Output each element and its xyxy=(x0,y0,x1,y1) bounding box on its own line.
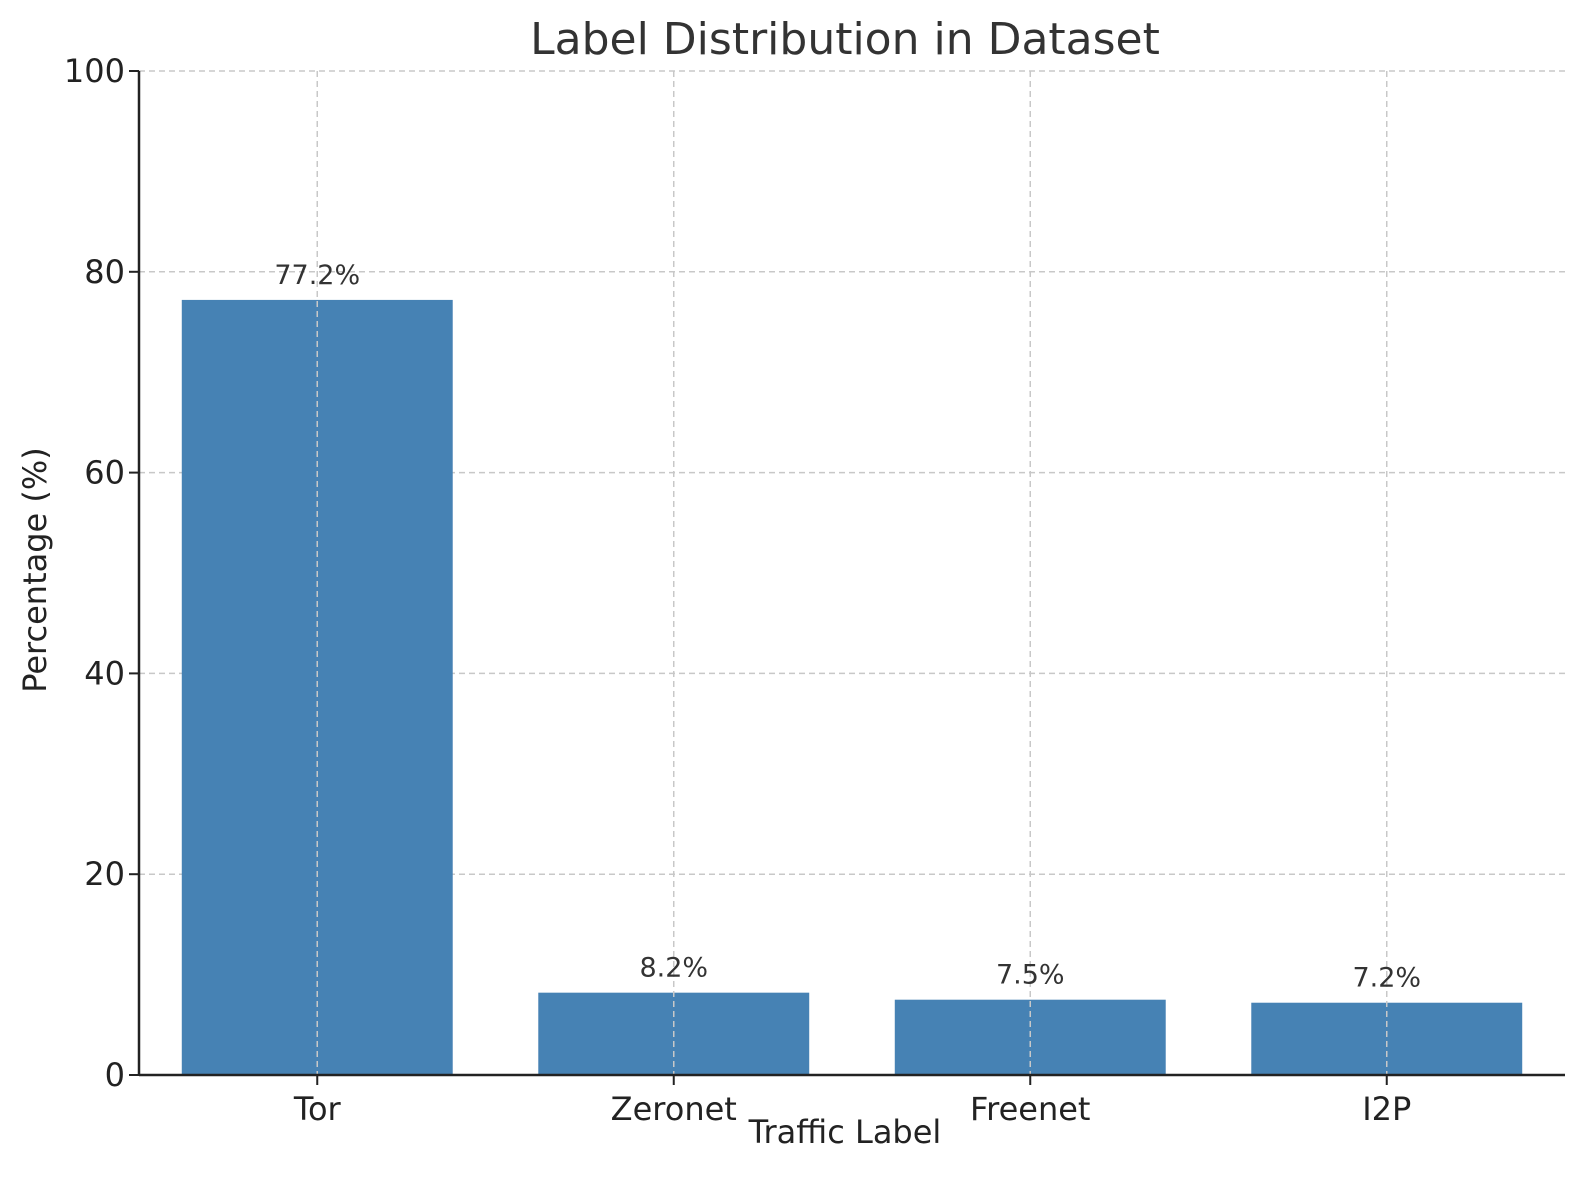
y-tick-label-1: 20 xyxy=(84,855,125,893)
x-tick-label-zeronet: Zeronet xyxy=(611,1090,737,1128)
x-axis-label: Traffic Label xyxy=(748,1113,942,1151)
data-label-zeronet: 8.2% xyxy=(639,953,708,984)
y-axis-label: Percentage (%) xyxy=(16,447,54,693)
y-tick-label-2: 40 xyxy=(84,654,125,692)
x-tick-label-freenet: Freenet xyxy=(970,1090,1090,1128)
axis-layer xyxy=(129,70,1565,1085)
label-layer: 0 20 40 60 80 100 Tor 77.2% Zeronet 8.2% Freenet 7.… xyxy=(64,52,1421,1128)
x-tick-label-i2p: I2P xyxy=(1362,1090,1411,1128)
bar-layer xyxy=(181,299,1523,1075)
data-label-tor: 77.2% xyxy=(274,260,360,291)
vertical-grid-layer xyxy=(316,71,1388,1075)
y-tick-label-3: 60 xyxy=(84,454,125,492)
data-label-freenet: 7.5% xyxy=(996,960,1065,991)
y-tick-label-5: 100 xyxy=(64,52,125,90)
data-label-i2p: 7.2% xyxy=(1352,963,1421,994)
chart-title: Label Distribution in Dataset xyxy=(530,14,1160,65)
y-tick-label-4: 80 xyxy=(84,253,125,291)
y-tick-label-0: 0 xyxy=(105,1056,125,1094)
x-tick-label-tor: Tor xyxy=(293,1090,342,1128)
